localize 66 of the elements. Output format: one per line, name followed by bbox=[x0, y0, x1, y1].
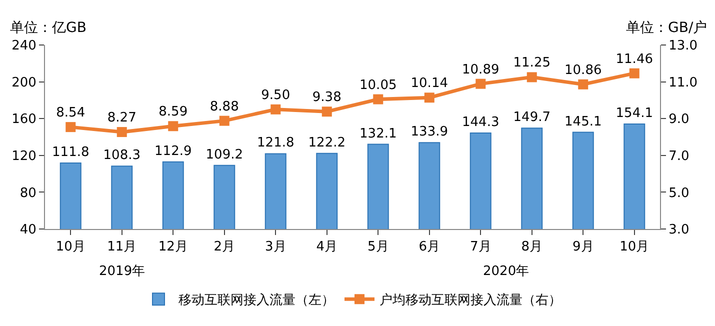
data-label: 111.8 bbox=[52, 144, 90, 160]
x-tick-label: 8月 bbox=[521, 240, 543, 255]
data-label: 145.1 bbox=[564, 114, 602, 130]
data-label: 112.9 bbox=[154, 144, 192, 159]
x-tick-label: 9月 bbox=[572, 240, 594, 255]
y-tick-label: 160 bbox=[12, 112, 36, 128]
point bbox=[424, 92, 434, 103]
y2-tick-label: 11.0 bbox=[668, 75, 698, 90]
data-label: 9.38 bbox=[312, 90, 342, 106]
data-label: 149.7 bbox=[513, 110, 550, 126]
y-tick-label: 40 bbox=[20, 222, 36, 238]
x-tick-label: 3月 bbox=[264, 240, 286, 255]
point bbox=[116, 127, 127, 138]
x-tick-label: 6月 bbox=[418, 240, 440, 255]
x-tick-label: 2月 bbox=[214, 240, 236, 255]
text: 2019年 bbox=[99, 264, 146, 279]
y-axis-title: 单位：亿GB bbox=[10, 20, 86, 36]
data-label: 121.8 bbox=[257, 136, 294, 151]
y-tick-label: 240 bbox=[12, 38, 36, 54]
data-label: 8.54 bbox=[56, 106, 86, 121]
x-tick-label: 10月 bbox=[620, 240, 650, 255]
data-label: 154.1 bbox=[616, 106, 653, 122]
data-label: 122.2 bbox=[308, 135, 346, 150]
data-label: 144.3 bbox=[462, 115, 500, 130]
data-label: 11.46 bbox=[616, 52, 653, 67]
data-label: 133.9 bbox=[410, 124, 448, 140]
point bbox=[476, 78, 486, 89]
y-tick-label: 120 bbox=[12, 148, 36, 164]
data-label: 11.25 bbox=[513, 56, 550, 71]
point bbox=[66, 122, 76, 132]
x-tick-label: 7月 bbox=[470, 240, 492, 255]
point bbox=[373, 94, 384, 104]
data-label: 109.2 bbox=[206, 147, 243, 162]
y-tick-label: 200 bbox=[12, 75, 36, 90]
point bbox=[526, 72, 537, 82]
y2-tick-label: 7.0 bbox=[668, 148, 690, 164]
point bbox=[168, 121, 178, 132]
legend-label: 户均移动互联网接入流量（右） bbox=[380, 292, 562, 308]
data-label: 108.3 bbox=[103, 148, 140, 164]
data-label: 9.50 bbox=[261, 88, 290, 103]
x-tick-label: 4月 bbox=[316, 240, 338, 255]
y2-tick-label: 13.0 bbox=[668, 38, 698, 54]
point bbox=[219, 116, 230, 126]
legend-label: 移动互联网接入流量（左） bbox=[178, 292, 334, 308]
point bbox=[322, 106, 332, 117]
data-label: 132.1 bbox=[360, 126, 397, 142]
text: 2020年 bbox=[483, 264, 530, 279]
data-label: 10.89 bbox=[462, 62, 500, 78]
y-tick-label: 80 bbox=[20, 186, 36, 201]
x-tick-label: 10月 bbox=[56, 240, 86, 255]
data-label: 10.86 bbox=[564, 62, 602, 78]
data-label: 8.88 bbox=[210, 99, 239, 114]
y2-tick-label: 3.0 bbox=[668, 222, 690, 238]
x-tick-label: 11月 bbox=[107, 240, 137, 255]
point bbox=[629, 68, 640, 78]
x-tick-label: 5月 bbox=[367, 240, 389, 255]
data-label: 8.59 bbox=[158, 104, 188, 120]
data-label: 10.05 bbox=[360, 78, 397, 93]
y2-axis-title: 单位：GB/户 bbox=[626, 20, 708, 36]
data-label: 8.27 bbox=[107, 110, 136, 126]
y2-tick-label: 5.0 bbox=[668, 186, 690, 201]
point bbox=[270, 104, 281, 114]
y2-tick-label: 9.0 bbox=[668, 112, 690, 128]
data-label: 10.14 bbox=[410, 76, 448, 92]
point bbox=[578, 79, 588, 90]
x-tick-label: 12月 bbox=[158, 240, 188, 255]
